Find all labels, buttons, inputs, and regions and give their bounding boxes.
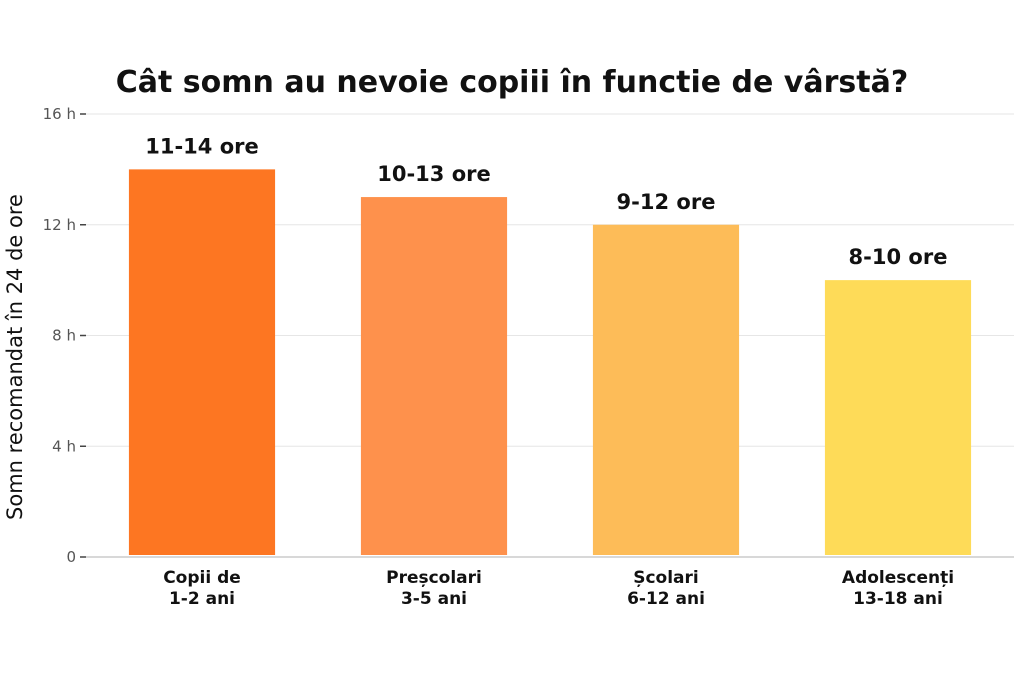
category-label: 3-5 ani [401,589,467,609]
y-axis-label: Somn recomandat în 24 de ore [3,194,27,520]
bar [360,197,508,555]
y-tick-label: 12 h [43,216,76,234]
chart-title: Cât somn au nevoie copiii în functie de … [116,65,908,100]
data-label: 8-10 ore [849,245,948,269]
category-label: 13-18 ani [853,589,943,609]
data-label: 11-14 ore [145,134,259,158]
category-label: 6-12 ani [627,589,705,609]
y-tick-label: 16 h [43,105,76,123]
data-labels: 11-14 ore 10-13 ore 9-12 ore 8-10 ore [145,134,947,269]
data-label: 9-12 ore [617,190,716,214]
category-label: Preșcolari [386,568,482,588]
category-label: Adolescenți [842,568,954,588]
category-label: Copii de [163,568,241,588]
data-label: 10-13 ore [377,162,491,186]
y-axis: 0 4 h 8 h 12 h 16 h [43,105,86,566]
y-tick-label: 8 h [52,327,76,345]
category-label: Școlari [633,568,699,588]
bar [128,169,276,555]
bar [824,280,972,555]
y-tick-label: 0 [66,548,76,566]
bar [592,224,740,555]
bars [128,169,972,555]
y-tick-label: 4 h [52,437,76,455]
category-label: 1-2 ani [169,589,235,609]
